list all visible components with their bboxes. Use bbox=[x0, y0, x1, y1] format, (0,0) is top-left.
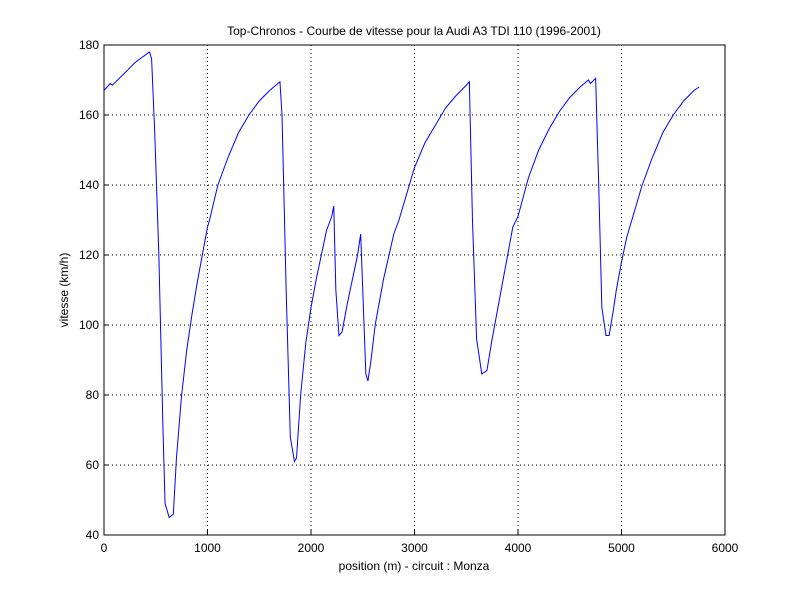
y-tick-label: 180 bbox=[79, 38, 99, 52]
x-tick-label: 4000 bbox=[505, 541, 532, 555]
y-tick-label: 120 bbox=[79, 248, 99, 262]
x-tick-label: 0 bbox=[101, 541, 108, 555]
x-tick-label: 2000 bbox=[298, 541, 325, 555]
x-axis-label: position (m) - circuit : Monza bbox=[339, 559, 490, 573]
y-tick-label: 100 bbox=[79, 318, 99, 332]
y-axis-label: vitesse (km/h) bbox=[57, 253, 71, 328]
y-tick-label: 40 bbox=[86, 528, 100, 542]
plot-frame bbox=[103, 44, 726, 536]
line-series bbox=[103, 51, 700, 519]
x-tick-label: 3000 bbox=[401, 541, 428, 555]
y-tick-label: 140 bbox=[79, 178, 99, 192]
x-tick-label: 5000 bbox=[608, 541, 635, 555]
y-tick-label: 80 bbox=[86, 388, 100, 402]
y-tick-label: 160 bbox=[79, 108, 99, 122]
x-tick-label: 1000 bbox=[194, 541, 221, 555]
x-tick-label: 6000 bbox=[712, 541, 739, 555]
chart-title: Top-Chronos - Courbe de vitesse pour la … bbox=[227, 24, 601, 38]
y-tick-label: 60 bbox=[86, 458, 100, 472]
